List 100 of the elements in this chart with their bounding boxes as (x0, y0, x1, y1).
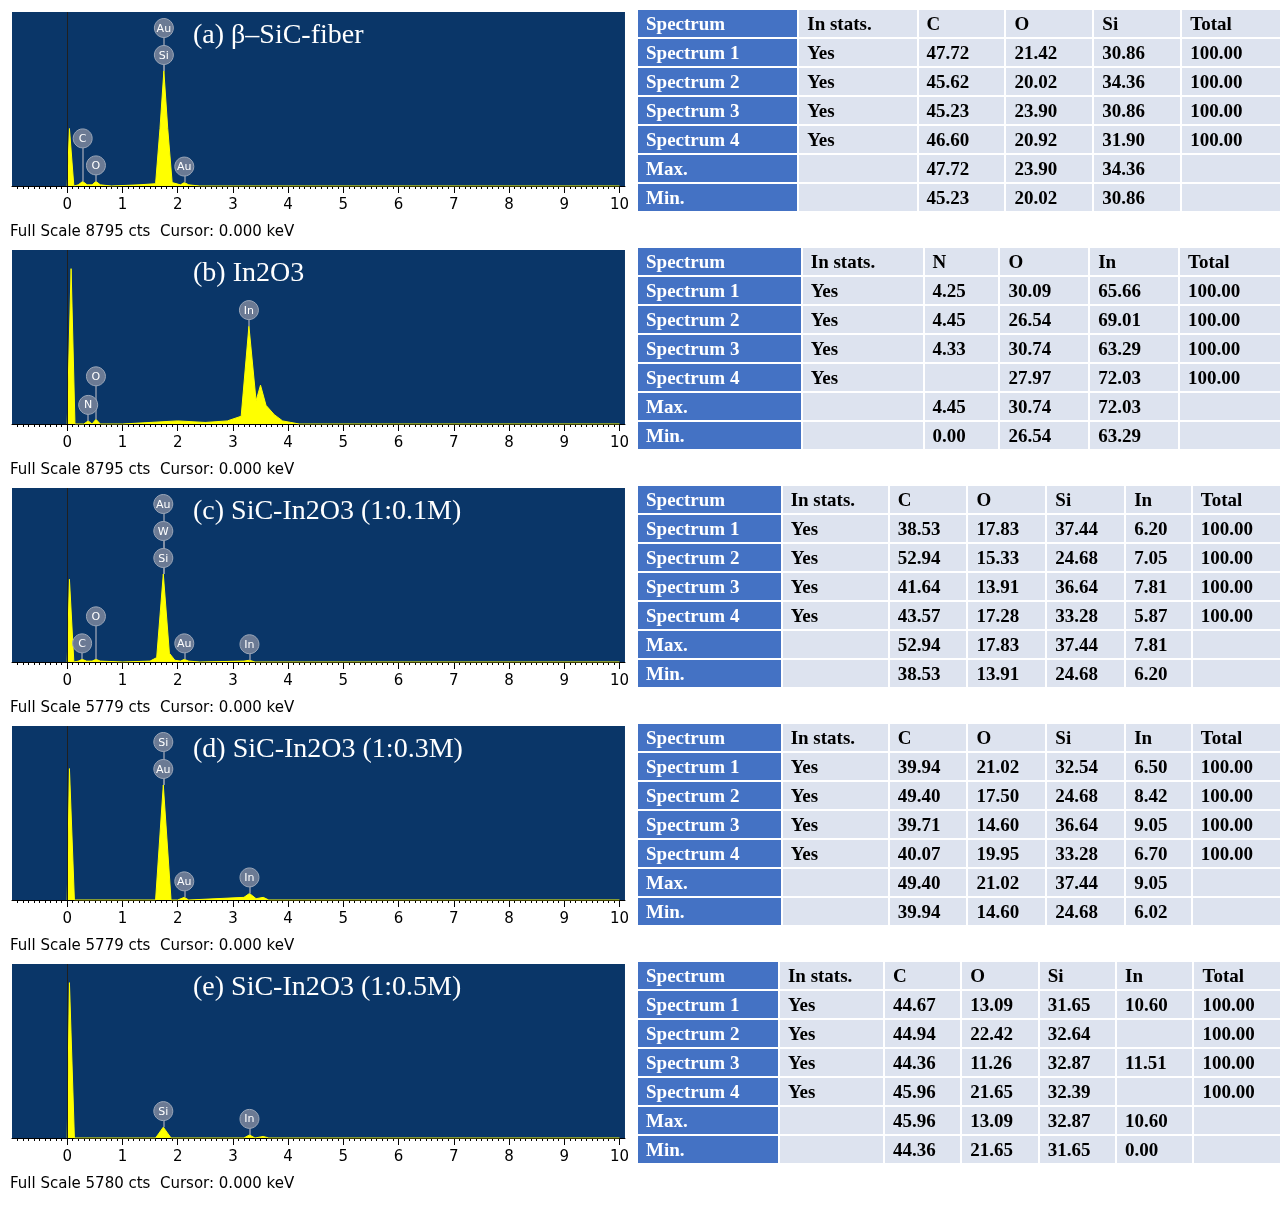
category-label: In stats. (798, 9, 918, 38)
x-tick-label: 7 (449, 908, 459, 927)
category-label: In (1125, 485, 1192, 514)
x-tick-label: 4 (283, 908, 293, 927)
x-tick-label: 2 (172, 670, 183, 689)
category-label: Max. (646, 395, 688, 417)
annotation: O (91, 609, 101, 623)
text: Full Scale 5779 cts Cursor: 0.000 keV (10, 935, 295, 954)
x-tick-label: 4 (283, 432, 293, 451)
annotation: Si (158, 735, 169, 749)
x-tick-label: 1 (117, 908, 128, 927)
text: 9.05 (1134, 871, 1168, 893)
annotation: In (244, 637, 255, 651)
text: 8.42 (1134, 784, 1168, 806)
x-tick-label: 6 (393, 908, 404, 927)
text: 17.83 (976, 633, 1020, 655)
text: 32.54 (1055, 755, 1099, 777)
x-tick-label: 3 (228, 908, 238, 927)
x-tick-label: 5 (338, 670, 349, 689)
x-tick-label: 2 (172, 432, 183, 451)
category-label: In stats. (801, 247, 924, 276)
text: 100.00 (1190, 41, 1243, 63)
category-label: Si (1046, 485, 1126, 514)
category-label: In stats. (781, 485, 889, 514)
x-tick-label: 10 (609, 908, 629, 927)
text: 100.00 (1200, 755, 1253, 777)
x-tick-label: 6 (393, 432, 404, 451)
x-tick-label: 5 (338, 1146, 349, 1165)
text: 17.28 (976, 604, 1020, 626)
category-label: In (1089, 247, 1180, 276)
text: 7.81 (1134, 575, 1168, 597)
category-label: Spectrum 1 (646, 279, 740, 301)
category-label: Spectrum 4 (646, 1080, 740, 1102)
text: Yes (810, 279, 839, 301)
x-tick-label: 3 (228, 432, 238, 451)
category-label: Max. (646, 1109, 688, 1131)
category-label: Total (1181, 9, 1280, 38)
category-label: Spectrum 2 (646, 546, 740, 568)
category-label: Total (1179, 247, 1280, 276)
x-tick-label: 8 (504, 1146, 514, 1165)
text: 30.86 (1102, 186, 1146, 208)
x-tick-label: 0 (62, 670, 72, 689)
text: 20.02 (1014, 70, 1058, 92)
category-label: O (967, 723, 1047, 752)
category-label: O (961, 961, 1039, 990)
x-tick-label: 9 (559, 1146, 570, 1165)
text: Yes (790, 604, 819, 626)
text: 41.64 (897, 575, 941, 597)
text: 17.50 (976, 784, 1020, 806)
text: 21.02 (976, 755, 1020, 777)
text: 24.68 (1055, 784, 1099, 806)
text: 6.02 (1134, 900, 1168, 922)
annotation: Si (158, 551, 169, 565)
x-tick-label: 10 (609, 432, 629, 451)
x-tick-label: 2 (172, 908, 183, 927)
text: 100.00 (1188, 308, 1241, 330)
text: 4.45 (932, 395, 966, 417)
category-label: Spectrum 1 (646, 41, 740, 63)
text: 30.74 (1008, 395, 1052, 417)
x-tick-label: 4 (283, 194, 293, 213)
text: Full Scale 8795 cts Cursor: 0.000 keV (10, 221, 295, 240)
text: 46.60 (926, 128, 970, 150)
annotation: Au (177, 636, 192, 650)
category-label: In stats. (778, 961, 884, 990)
text: Yes (790, 842, 819, 864)
text: 26.54 (1008, 424, 1052, 446)
text: 39.94 (897, 900, 941, 922)
text: 30.74 (1008, 337, 1052, 359)
category-label: Spectrum 4 (646, 604, 740, 626)
text: 9.05 (1134, 813, 1168, 835)
text: Yes (807, 41, 835, 63)
text: 32.87 (1047, 1109, 1091, 1131)
annotation: In (244, 870, 255, 884)
text: 40.07 (897, 842, 941, 864)
text: 13.09 (970, 993, 1014, 1015)
category-label: Spectrum 3 (646, 575, 740, 597)
x-tick-label: 4 (283, 670, 293, 689)
text: 32.39 (1047, 1080, 1091, 1102)
text: Yes (807, 99, 835, 121)
text: 14.60 (976, 813, 1020, 835)
x-tick-label: 2 (172, 194, 183, 213)
x-tick-label: 10 (609, 1146, 629, 1165)
text: 65.66 (1098, 279, 1141, 301)
text: 26.54 (1008, 308, 1052, 330)
text: 23.90 (1014, 157, 1058, 179)
text: Yes (790, 813, 819, 835)
text: 100.00 (1200, 813, 1253, 835)
text: 100.00 (1200, 842, 1253, 864)
category-label: Spectrum 4 (646, 842, 740, 864)
category-label: In (1125, 723, 1192, 752)
text: 33.28 (1055, 842, 1099, 864)
x-tick-label: 1 (117, 670, 128, 689)
text: 43.57 (897, 604, 941, 626)
category-label: Spectrum 3 (646, 813, 740, 835)
text: 100.00 (1202, 1022, 1255, 1044)
text: 32.87 (1047, 1051, 1091, 1073)
text: 36.64 (1055, 575, 1099, 597)
x-tick-label: 3 (228, 1146, 238, 1165)
text: 4.25 (932, 279, 966, 301)
annotation: O (91, 158, 101, 172)
